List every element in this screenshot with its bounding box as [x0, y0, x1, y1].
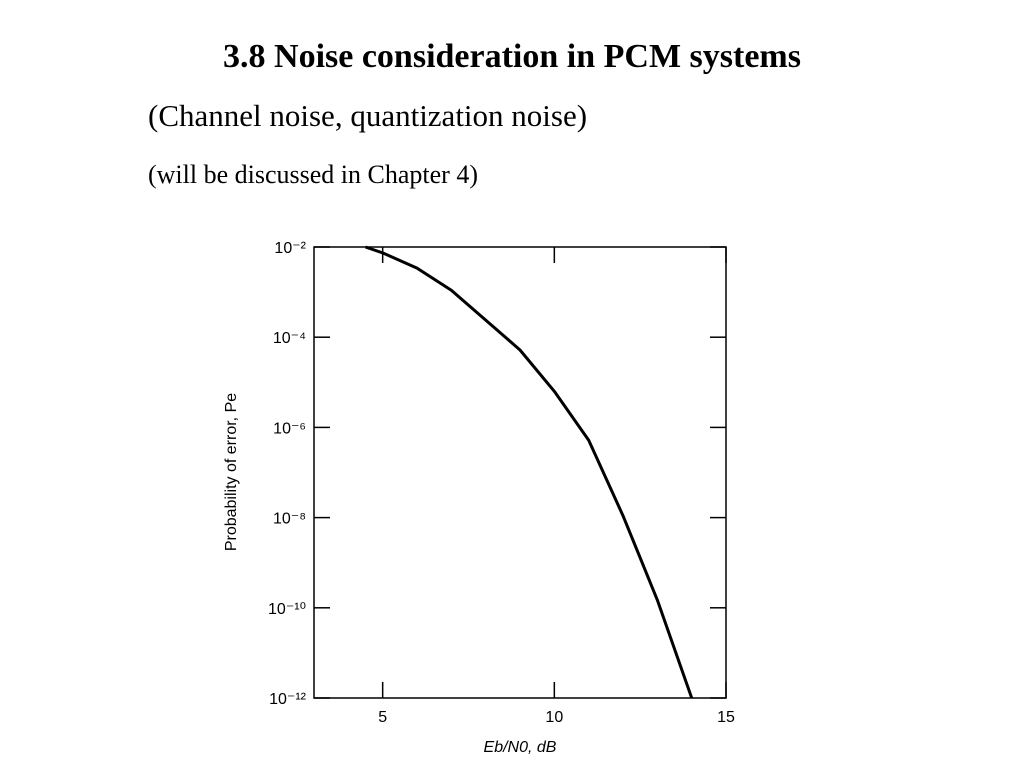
x-tick-label: 5 [378, 709, 387, 726]
y-tick-label: 10⁻² [274, 240, 306, 257]
slide-note: (will be discussed in Chapter 4) [148, 160, 478, 189]
y-tick-label: 10⁻⁸ [273, 511, 306, 528]
y-tick-label: 10⁻¹² [269, 691, 307, 708]
x-tick-label: 15 [717, 709, 735, 726]
y-tick-label: 10⁻⁶ [273, 420, 306, 437]
x-axis-label: Eb/N0, dB [484, 739, 557, 756]
y-axis-label: Probability of error, Pe [223, 393, 240, 551]
y-tick-label: 10⁻¹⁰ [268, 601, 306, 618]
slide-subtitle: (Channel noise, quantization noise) [148, 98, 587, 133]
slide-title: 3.8 Noise consideration in PCM systems [223, 38, 801, 75]
data-line [365, 245, 694, 699]
plot-frame [313, 246, 727, 699]
y-tick-label: 10⁻⁴ [273, 330, 306, 347]
x-tick-label: 10 [545, 709, 563, 726]
